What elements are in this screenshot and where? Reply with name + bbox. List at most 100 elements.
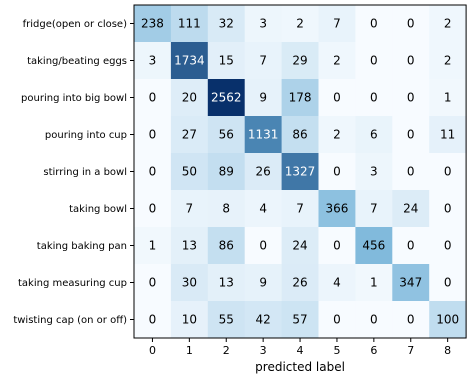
cell-value-label: 1327 [285, 165, 316, 179]
row-tick-label: taking baking pan [37, 241, 127, 252]
heatmap-cell [281, 5, 319, 43]
col-tick-label: 1 [186, 344, 193, 357]
heatmap-cell [244, 42, 283, 80]
cell-value-label: 56 [219, 128, 234, 142]
cell-value-label: 8 [222, 202, 230, 216]
row-tick-label: taking bowl [69, 204, 127, 215]
cell-value-label: 4 [259, 202, 267, 216]
cell-value-label: 0 [149, 165, 157, 179]
cell-value-label: 2 [296, 17, 304, 31]
heatmap-cell [281, 264, 319, 302]
col-tick-label: 3 [260, 344, 267, 357]
heatmap-cell [244, 153, 283, 191]
cell-value-label: 0 [370, 91, 378, 105]
heatmap-cell [170, 301, 209, 339]
row-tick-label: twisting cap (on or off) [13, 315, 127, 326]
cell-value-label: 0 [333, 165, 341, 179]
cell-value-label: 57 [292, 313, 307, 327]
cell-value-label: 7 [186, 202, 194, 216]
cell-value-label: 2562 [211, 91, 242, 105]
heatmap-cell [318, 5, 356, 43]
heatmap-cell [429, 264, 467, 302]
cell-value-label: 0 [444, 239, 452, 253]
cell-value-label: 24 [403, 202, 418, 216]
heatmap-cell [170, 116, 209, 154]
cell-value-label: 89 [219, 165, 234, 179]
heatmap-cell [392, 264, 430, 302]
cell-value-label: 0 [407, 239, 415, 253]
heatmap-cell [429, 190, 467, 228]
cell-value-label: 9 [259, 276, 267, 290]
cell-value-label: 20 [182, 91, 197, 105]
cell-value-label: 0 [149, 91, 157, 105]
cell-value-label: 111 [178, 17, 201, 31]
cell-value-label: 0 [149, 276, 157, 290]
cell-value-label: 0 [407, 128, 415, 142]
row-tick-label: taking measuring cup [18, 278, 127, 289]
heatmap-cell [429, 79, 467, 117]
cell-value-label: 0 [149, 313, 157, 327]
cell-value-label: 7 [370, 202, 378, 216]
heatmap-cell [134, 42, 172, 80]
heatmap-cell [170, 153, 209, 191]
heatmap-cell [207, 264, 246, 302]
heatmap-cell [355, 190, 393, 228]
heatmap-cell [392, 301, 430, 339]
heatmap-cell [281, 153, 319, 191]
heatmap-cell [392, 42, 430, 80]
heatmap-cell [134, 264, 172, 302]
heatmap-cell [134, 153, 172, 191]
heatmap-cell [355, 301, 393, 339]
heatmap-cell [355, 42, 393, 80]
heatmap-cell [318, 301, 356, 339]
heatmap-cell [170, 5, 209, 43]
heatmap-cell [281, 79, 319, 117]
col-tick-label: 6 [370, 344, 377, 357]
cell-value-label: 13 [182, 239, 197, 253]
cell-value-label: 86 [292, 128, 307, 142]
cell-value-label: 0 [444, 202, 452, 216]
cell-value-label: 26 [292, 276, 307, 290]
cell-value-label: 1131 [248, 128, 279, 142]
heatmap-cell [392, 5, 430, 43]
cell-value-label: 4 [333, 276, 341, 290]
cell-value-label: 238 [141, 17, 164, 31]
cell-value-label: 0 [407, 313, 415, 327]
cell-value-label: 2 [333, 54, 341, 68]
cell-value-label: 1 [444, 91, 452, 105]
cell-value-label: 1 [149, 239, 157, 253]
cell-value-label: 0 [444, 165, 452, 179]
cell-value-label: 0 [333, 91, 341, 105]
cell-value-label: 0 [149, 202, 157, 216]
heatmap-cell [318, 116, 356, 154]
heatmap-cell [244, 79, 283, 117]
heatmap-cell [355, 153, 393, 191]
cell-value-label: 55 [219, 313, 234, 327]
heatmap-cell [355, 5, 393, 43]
cell-value-label: 0 [370, 17, 378, 31]
heatmap-cell-values: 238 111 32 3 2 7 0 0 23 1734 15 7 29 2 0 0 20 20 2562 9 178 0… [141, 17, 459, 327]
heatmap-cell [207, 116, 246, 154]
cell-value-label: 27 [182, 128, 197, 142]
heatmap-cell [244, 190, 283, 228]
heatmap-cell [318, 227, 356, 265]
cell-value-label: 3 [370, 165, 378, 179]
cell-value-label: 2 [444, 54, 452, 68]
cell-value-label: 0 [370, 54, 378, 68]
cell-value-label: 24 [292, 239, 307, 253]
heatmap-cell [355, 227, 393, 265]
cell-value-label: 3 [149, 54, 157, 68]
heatmap-cell [170, 42, 209, 80]
cell-value-label: 26 [256, 165, 271, 179]
cell-value-label: 15 [219, 54, 234, 68]
row-tick-label: pouring into cup [45, 130, 127, 141]
row-tick-label: taking/beating eggs [27, 56, 127, 67]
heatmap-cell [392, 227, 430, 265]
row-tick-labels: fridge(open or close) taking/beating eggs… [13, 19, 134, 326]
heatmap-cell [429, 5, 467, 43]
cell-value-label: 0 [333, 313, 341, 327]
cell-value-label: 7 [296, 202, 304, 216]
heatmap-cell [392, 190, 430, 228]
heatmap-cell [134, 116, 172, 154]
